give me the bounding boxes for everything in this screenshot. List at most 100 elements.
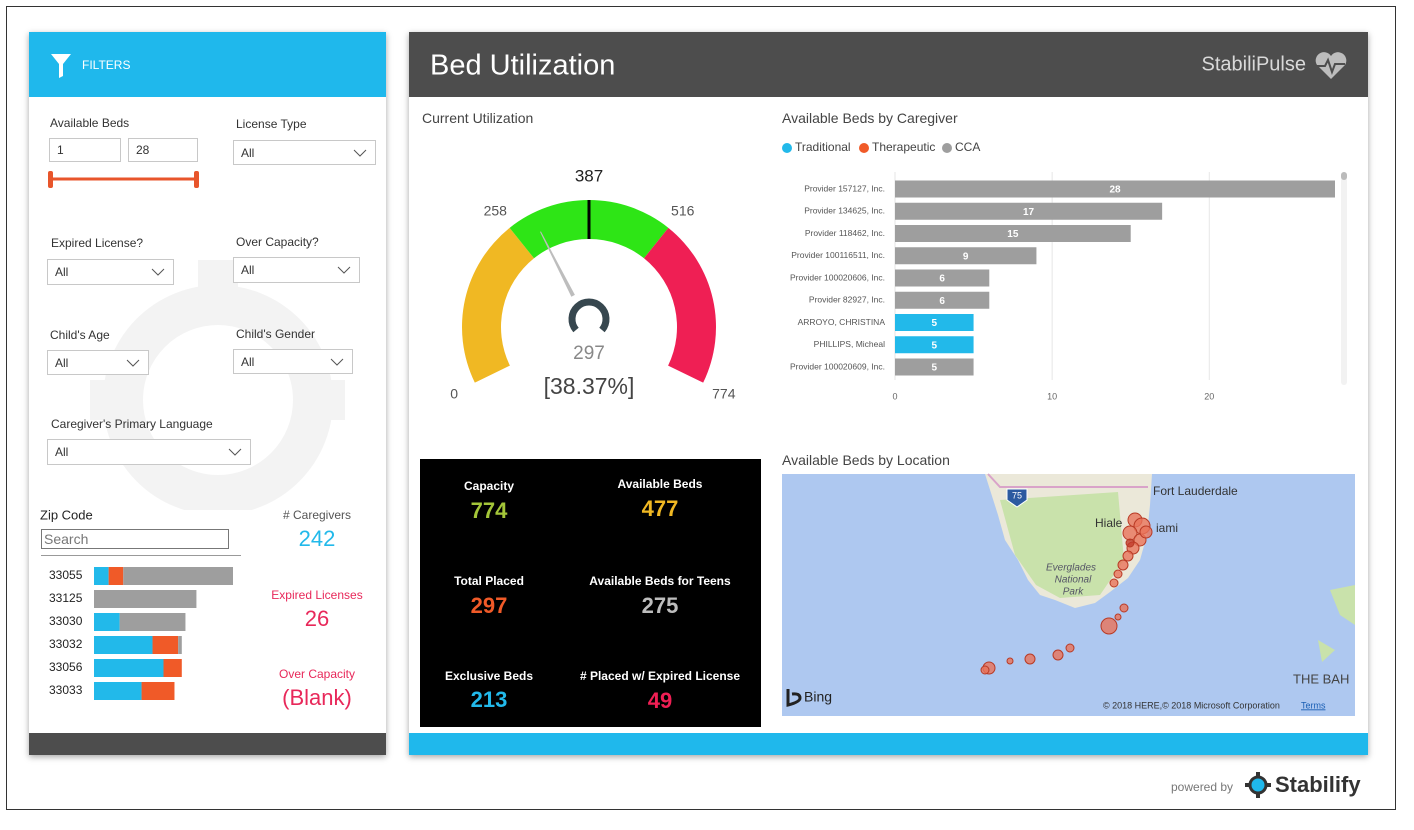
chevron bbox=[151, 268, 165, 276]
dropdown[interactable]: All bbox=[47, 259, 174, 285]
gauge-label: 774 bbox=[712, 385, 736, 401]
scrollbar[interactable] bbox=[1341, 172, 1347, 385]
x-tick-label: 10 bbox=[1047, 391, 1057, 401]
data-label: 6 bbox=[939, 296, 945, 307]
bar-segment bbox=[163, 659, 182, 677]
park-label: Everglades bbox=[1046, 563, 1096, 574]
dropdown-value: All bbox=[55, 445, 69, 459]
chevron bbox=[353, 149, 367, 157]
y-tick-label: Provider 100020609, Inc. bbox=[790, 361, 885, 371]
data-label: 5 bbox=[932, 363, 938, 374]
divider bbox=[41, 555, 241, 556]
chevron bbox=[126, 359, 140, 367]
highway-label: 75 bbox=[1012, 490, 1022, 500]
x-tick-label: 20 bbox=[1204, 391, 1214, 401]
y-tick-label: Provider 100020606, Inc. bbox=[790, 272, 885, 282]
map-title: Available Beds by Location bbox=[782, 452, 950, 468]
y-tick-label: ARROYO, CHRISTINA bbox=[798, 317, 886, 327]
kpi-value: 242 bbox=[298, 526, 336, 551]
bar bbox=[895, 225, 1131, 242]
dropdown-value: All bbox=[241, 145, 255, 160]
gauge-value: 297 bbox=[573, 343, 605, 364]
data-label: 9 bbox=[963, 251, 969, 262]
map-islands bbox=[1318, 585, 1355, 662]
footer-brand: Stabilify bbox=[1275, 772, 1361, 797]
zip-label: 33056 bbox=[49, 660, 83, 674]
gauge-label: 0 bbox=[450, 385, 458, 401]
range-slider[interactable] bbox=[46, 170, 204, 190]
max-input[interactable]: 28 bbox=[128, 138, 198, 162]
zip-label: 33030 bbox=[49, 614, 83, 628]
filter-label: License Type bbox=[236, 117, 307, 131]
data-label: 17 bbox=[1023, 207, 1035, 218]
bar bbox=[895, 202, 1163, 220]
gauge-label: 387 bbox=[575, 166, 603, 185]
min-input[interactable]: 1 bbox=[49, 138, 121, 162]
legend-label: Traditional bbox=[795, 140, 851, 154]
card-value: 477 bbox=[641, 496, 679, 521]
min-value: 1 bbox=[57, 143, 64, 157]
bar-segment bbox=[94, 613, 120, 631]
card-label: Total Placed bbox=[454, 574, 524, 588]
chevron bbox=[228, 448, 242, 456]
bar-segment bbox=[152, 636, 179, 654]
map: 75 Fort Lauderdale Hiale iami Everglades… bbox=[782, 473, 1355, 716]
filter-label: Over Capacity? bbox=[236, 235, 319, 249]
filter-label: Child's Gender bbox=[236, 327, 315, 341]
map-points bbox=[980, 512, 1153, 675]
dropdown[interactable]: All bbox=[47, 350, 149, 375]
zip-label: 33125 bbox=[49, 591, 83, 605]
dropdown[interactable]: All bbox=[47, 439, 251, 465]
gauge-title: Current Utilization bbox=[422, 110, 534, 126]
kpi-value: 26 bbox=[304, 606, 330, 631]
data-label: 28 bbox=[1109, 185, 1121, 196]
city-label: iami bbox=[1156, 521, 1178, 535]
zip-label: 33055 bbox=[49, 568, 83, 582]
card-value: 774 bbox=[470, 498, 508, 523]
filter-label: Caregiver's Primary Language bbox=[51, 417, 213, 431]
park-label: National bbox=[1055, 575, 1092, 586]
map-park bbox=[1000, 492, 1124, 598]
legend-dot bbox=[942, 143, 952, 153]
bar-segment bbox=[141, 682, 175, 700]
legend-label: CCA bbox=[955, 140, 980, 154]
report-header bbox=[409, 32, 1368, 97]
dropdown[interactable]: All bbox=[233, 349, 353, 374]
bar-segment bbox=[94, 659, 164, 677]
data-label: 5 bbox=[932, 340, 938, 351]
scroll-thumb[interactable] bbox=[1341, 172, 1347, 180]
x-tick-label: 0 bbox=[892, 391, 897, 401]
gauge-hub bbox=[568, 298, 610, 333]
map-terms[interactable]: Terms bbox=[1301, 700, 1326, 710]
bar bbox=[895, 247, 1037, 265]
filter-title: FILTERS bbox=[82, 58, 131, 72]
region-label: THE BAH bbox=[1293, 671, 1349, 686]
park-label: Park bbox=[1063, 587, 1085, 598]
bar-segment bbox=[94, 567, 109, 585]
gauge-label: 516 bbox=[671, 203, 695, 219]
map-road bbox=[987, 473, 1148, 488]
y-tick-label: Provider 157127, Inc. bbox=[804, 183, 885, 193]
dropdown-value: All bbox=[241, 263, 255, 277]
gauge-percent: [38.37%] bbox=[544, 373, 635, 399]
city-label: Hiale bbox=[1095, 516, 1123, 530]
watermark bbox=[90, 260, 345, 510]
dropdown[interactable]: All bbox=[233, 257, 360, 283]
filter-footer bbox=[29, 733, 386, 755]
bar-segment bbox=[108, 567, 124, 585]
filter-header bbox=[29, 32, 386, 97]
bar bbox=[895, 314, 974, 331]
card-label: Capacity bbox=[463, 479, 515, 493]
bar-segment bbox=[119, 613, 186, 631]
report-title: Bed Utilization bbox=[430, 49, 616, 82]
legend-dot bbox=[782, 143, 792, 153]
card-value: 297 bbox=[470, 593, 508, 618]
dropdown[interactable]: All bbox=[233, 140, 376, 165]
brand: StabiliPulse bbox=[1201, 53, 1306, 76]
report-footer bbox=[409, 733, 1368, 755]
search-box[interactable]: Search bbox=[41, 529, 229, 549]
bar-segment bbox=[94, 682, 142, 700]
data-label: 6 bbox=[939, 274, 945, 285]
